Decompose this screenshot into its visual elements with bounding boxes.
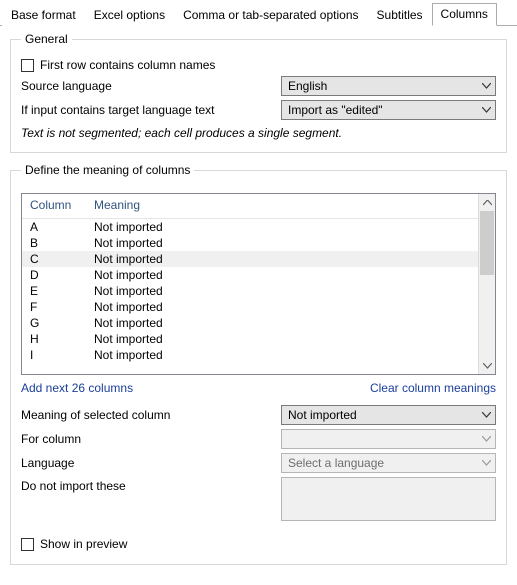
checkbox-box-icon [21, 59, 34, 72]
tab-excel-options[interactable]: Excel options [85, 4, 174, 26]
chevron-down-icon [482, 412, 491, 418]
tab-subtitles[interactable]: Subtitles [368, 4, 432, 26]
cell-meaning: Not imported [86, 315, 478, 331]
chevron-down-icon [482, 107, 491, 113]
table-row[interactable]: DNot imported [22, 267, 478, 283]
columns-table-header: Column Meaning [22, 194, 478, 219]
dni-label: Do not import these [21, 477, 281, 493]
cell-column: G [22, 315, 86, 331]
language-select: Select a language [281, 453, 496, 473]
columns-panel: General First row contains column names … [0, 26, 517, 585]
first-row-checkbox-row: First row contains column names [21, 58, 496, 72]
table-row[interactable]: BNot imported [22, 235, 478, 251]
language-row: Language Select a language [21, 453, 496, 473]
scroll-thumb[interactable] [480, 211, 494, 275]
scroll-up-button[interactable] [479, 194, 495, 211]
general-group: General First row contains column names … [10, 32, 507, 153]
columns-table-body: Column Meaning ANot importedBNot importe… [22, 194, 478, 374]
dni-textarea [281, 477, 496, 521]
table-row[interactable]: GNot imported [22, 315, 478, 331]
language-value: Select a language [288, 456, 384, 470]
columns-table: Column Meaning ANot importedBNot importe… [21, 193, 496, 375]
scroll-down-button[interactable] [479, 357, 495, 374]
source-language-value: English [288, 79, 327, 93]
th-column[interactable]: Column [22, 194, 86, 218]
clear-meanings-link[interactable]: Clear column meanings [370, 381, 496, 395]
cell-column: D [22, 267, 86, 283]
cell-meaning: Not imported [86, 347, 478, 363]
chevron-down-icon [482, 436, 491, 442]
tab-label: Subtitles [377, 8, 423, 22]
segmentation-note: Text is not segmented; each cell produce… [21, 126, 496, 140]
th-meaning[interactable]: Meaning [86, 194, 478, 218]
tab-columns[interactable]: Columns [432, 3, 497, 26]
target-lang-text-select[interactable]: Import as "edited" [281, 100, 496, 120]
table-row[interactable]: ENot imported [22, 283, 478, 299]
tab-label: Comma or tab-separated options [183, 8, 358, 22]
meaning-label: Meaning of selected column [21, 408, 281, 422]
tabstrip: Base format Excel options Comma or tab-s… [0, 0, 517, 26]
show-in-preview-checkbox[interactable]: Show in preview [21, 537, 127, 551]
language-label: Language [21, 456, 281, 470]
chevron-down-icon [482, 83, 491, 89]
table-scrollbar[interactable] [478, 194, 495, 374]
cell-column: I [22, 347, 86, 363]
chevron-down-icon [482, 460, 491, 466]
dni-row: Do not import these [21, 477, 496, 521]
source-language-label: Source language [21, 79, 281, 93]
meaning-select[interactable]: Not imported [281, 405, 496, 425]
for-column-select [281, 429, 496, 449]
table-row[interactable]: CNot imported [22, 251, 478, 267]
show-in-preview-label: Show in preview [40, 537, 127, 551]
table-row[interactable]: ANot imported [22, 219, 478, 235]
cell-column: E [22, 283, 86, 299]
cell-column: B [22, 235, 86, 251]
cell-meaning: Not imported [86, 235, 478, 251]
checkbox-box-icon [21, 538, 34, 551]
cell-meaning: Not imported [86, 251, 478, 267]
source-language-select[interactable]: English [281, 76, 496, 96]
target-lang-text-label: If input contains target language text [21, 103, 281, 117]
meaning-row: Meaning of selected column Not imported [21, 405, 496, 425]
footer: Show in preview [21, 537, 496, 554]
for-column-row: For column [21, 429, 496, 449]
cell-meaning: Not imported [86, 219, 478, 235]
first-row-checkbox-label: First row contains column names [40, 58, 215, 72]
first-row-checkbox[interactable]: First row contains column names [21, 58, 215, 72]
cell-meaning: Not imported [86, 267, 478, 283]
table-row[interactable]: INot imported [22, 347, 478, 363]
source-language-row: Source language English [21, 76, 496, 96]
for-column-label: For column [21, 432, 281, 446]
meaning-value: Not imported [288, 408, 357, 422]
cell-meaning: Not imported [86, 283, 478, 299]
target-lang-text-value: Import as "edited" [288, 103, 383, 117]
target-lang-text-row: If input contains target language text I… [21, 100, 496, 120]
cell-column: A [22, 219, 86, 235]
tab-csv-options[interactable]: Comma or tab-separated options [174, 4, 367, 26]
general-legend: General [21, 32, 72, 46]
tab-label: Excel options [94, 8, 165, 22]
cell-column: H [22, 331, 86, 347]
table-row[interactable]: FNot imported [22, 299, 478, 315]
tab-label: Base format [11, 8, 76, 22]
tab-base-format[interactable]: Base format [2, 4, 85, 26]
cell-meaning: Not imported [86, 331, 478, 347]
cell-meaning: Not imported [86, 299, 478, 315]
table-row[interactable]: HNot imported [22, 331, 478, 347]
column-links-row: Add next 26 columns Clear column meaning… [21, 381, 496, 395]
tab-label: Columns [441, 7, 488, 21]
cell-column: F [22, 299, 86, 315]
columns-group: Define the meaning of columns Column Mea… [10, 163, 507, 565]
columns-legend: Define the meaning of columns [21, 163, 194, 177]
cell-column: C [22, 251, 86, 267]
add-columns-link[interactable]: Add next 26 columns [21, 381, 133, 395]
